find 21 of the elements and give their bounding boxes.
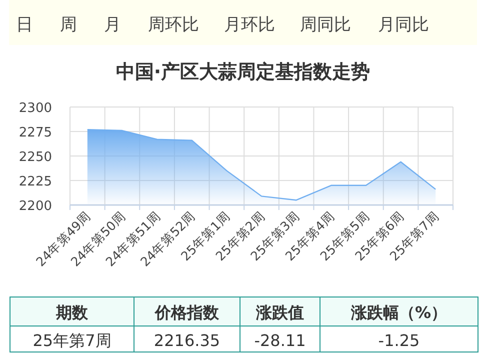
text: 月环比 <box>224 15 275 35</box>
text: 25年第7周 <box>32 331 112 350</box>
text: 周环比 <box>148 15 199 35</box>
text: -1.25 <box>378 331 420 350</box>
chart-title: 中国·产区大蒜周定基指数走势 <box>116 61 370 83</box>
category-label: 涨跌值 <box>255 303 304 322</box>
category-label: 涨跌幅（%） <box>350 303 448 322</box>
text: -28.11 <box>254 331 306 350</box>
y-tick-label: 2225 <box>18 174 52 190</box>
y-tick-label: 2275 <box>18 126 52 140</box>
text: 日 <box>16 15 33 35</box>
y-tick-label: 2300 <box>18 101 52 116</box>
category-label: 期数 <box>55 303 89 322</box>
category-label: 价格指数 <box>154 303 220 322</box>
y-tick-label: 2200 <box>18 199 52 214</box>
text: 周 <box>60 15 77 35</box>
text: 月 <box>104 15 121 35</box>
text: 周同比 <box>300 15 351 35</box>
text: 月同比 <box>378 15 429 35</box>
y-tick-label: 2250 <box>18 150 52 165</box>
text: 2216.35 <box>154 331 220 350</box>
